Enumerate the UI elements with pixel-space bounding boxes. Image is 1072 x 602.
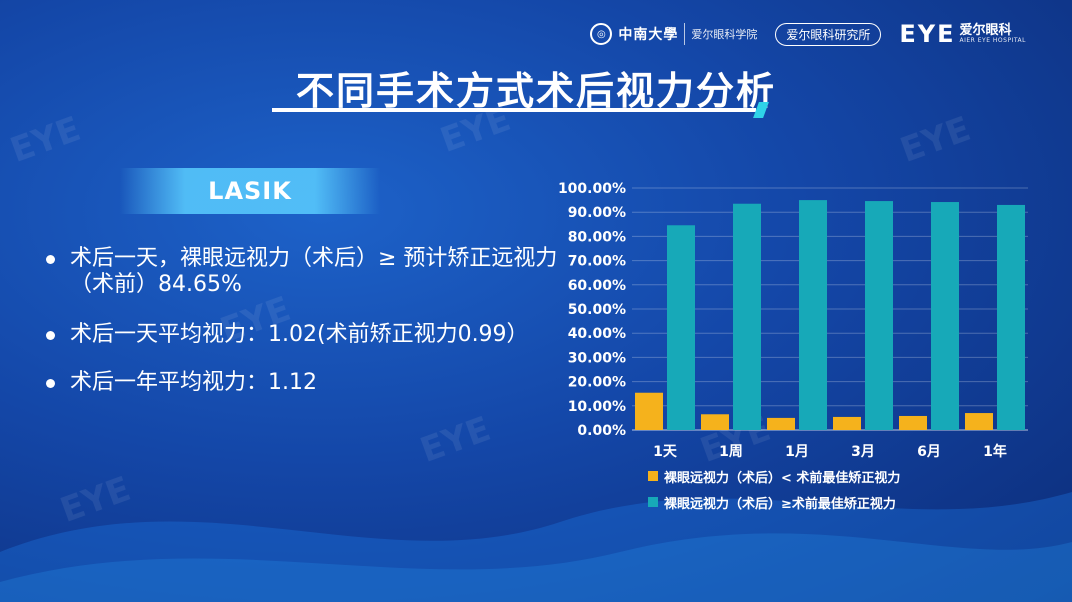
university-logo: ◎ 中南大學 爱尔眼科学院	[590, 23, 757, 45]
series-above-bar	[865, 201, 893, 430]
x-tick-label: 1周	[719, 444, 743, 460]
y-tick-label: 20.00%	[568, 375, 626, 391]
university-seal-icon: ◎	[590, 23, 613, 45]
series-below-bar	[899, 415, 927, 430]
series-below-bar	[965, 413, 993, 430]
legend-label: 裸眼远视力（术后）≥术前最佳矫正视力	[664, 496, 896, 512]
series-above-bar	[997, 204, 1025, 430]
series-above-bar	[733, 203, 761, 430]
bullet-list: 术后一天，裸眼远视力（术后）≥ 预计矫正远视力（术前）84.65% 术后一天平均…	[42, 246, 562, 420]
x-tick-label: 1年	[983, 443, 1007, 460]
logo-bar: ◎ 中南大學 爱尔眼科学院 爱尔眼科研究所 EYE 爱尔眼科 AIER EYE …	[590, 20, 1026, 48]
legend-label: 裸眼远视力（术后）< 术前最佳矫正视力	[664, 470, 900, 486]
bullet-item: 术后一天平均视力：1.02(术前矫正视力0.99）	[42, 322, 562, 348]
series-above-bar	[667, 225, 695, 430]
series-below-bar	[767, 417, 795, 430]
legend-swatch	[648, 471, 658, 481]
series-above-bar	[799, 200, 827, 430]
y-tick-label: 70.00%	[568, 254, 626, 270]
bullet-item: 术后一天，裸眼远视力（术后）≥ 预计矫正远视力（术前）84.65%	[42, 246, 562, 298]
university-name: 中南大學	[618, 27, 679, 43]
y-tick-label: 80.00%	[568, 229, 626, 245]
x-tick-label: 6月	[917, 444, 941, 460]
y-tick-label: 30.00%	[568, 350, 626, 366]
section-tag: LASIK	[120, 168, 380, 214]
bullet-item: 术后一年平均视力：1.12	[42, 370, 562, 396]
y-tick-label: 100.00%	[558, 181, 626, 197]
series-below-bar	[635, 392, 663, 430]
brand-logo: EYE 爱尔眼科 AIER EYE HOSPITAL	[899, 20, 1026, 48]
watermark: EYE	[5, 109, 86, 171]
institute-badge: 爱尔眼科研究所	[775, 22, 882, 46]
series-below-bar	[701, 414, 729, 430]
y-tick-label: 60.00%	[568, 278, 626, 294]
y-tick-label: 40.00%	[568, 326, 626, 342]
brand-name-en: AIER EYE HOSPITAL	[959, 36, 1026, 44]
y-tick-label: 50.00%	[568, 302, 626, 318]
brand-mark: EYE	[899, 20, 956, 48]
y-tick-label: 0.00%	[577, 423, 626, 439]
x-tick-label: 1天	[653, 444, 678, 460]
y-tick-label: 10.00%	[568, 399, 626, 415]
bar-chart: 0.00% 10.00% 20.00% 30.00% 40.00% 50.00% 60.00…	[558, 181, 1028, 512]
logo-divider	[684, 23, 686, 45]
series-above-bar	[931, 202, 959, 430]
series-below-bar	[833, 416, 861, 430]
brand-name-cn: 爱尔眼科	[959, 23, 1012, 39]
watermark: EYE	[55, 469, 136, 531]
university-sub-name: 爱尔眼科学院	[691, 28, 758, 41]
page-title: 不同手术方式术后视力分析	[295, 69, 776, 113]
legend-swatch	[648, 497, 658, 507]
y-tick-label: 90.00%	[568, 205, 626, 221]
x-tick-label: 3月	[851, 444, 875, 460]
x-tick-label: 1月	[785, 444, 809, 460]
watermark: EYE	[895, 109, 976, 171]
title-underline	[272, 108, 756, 112]
